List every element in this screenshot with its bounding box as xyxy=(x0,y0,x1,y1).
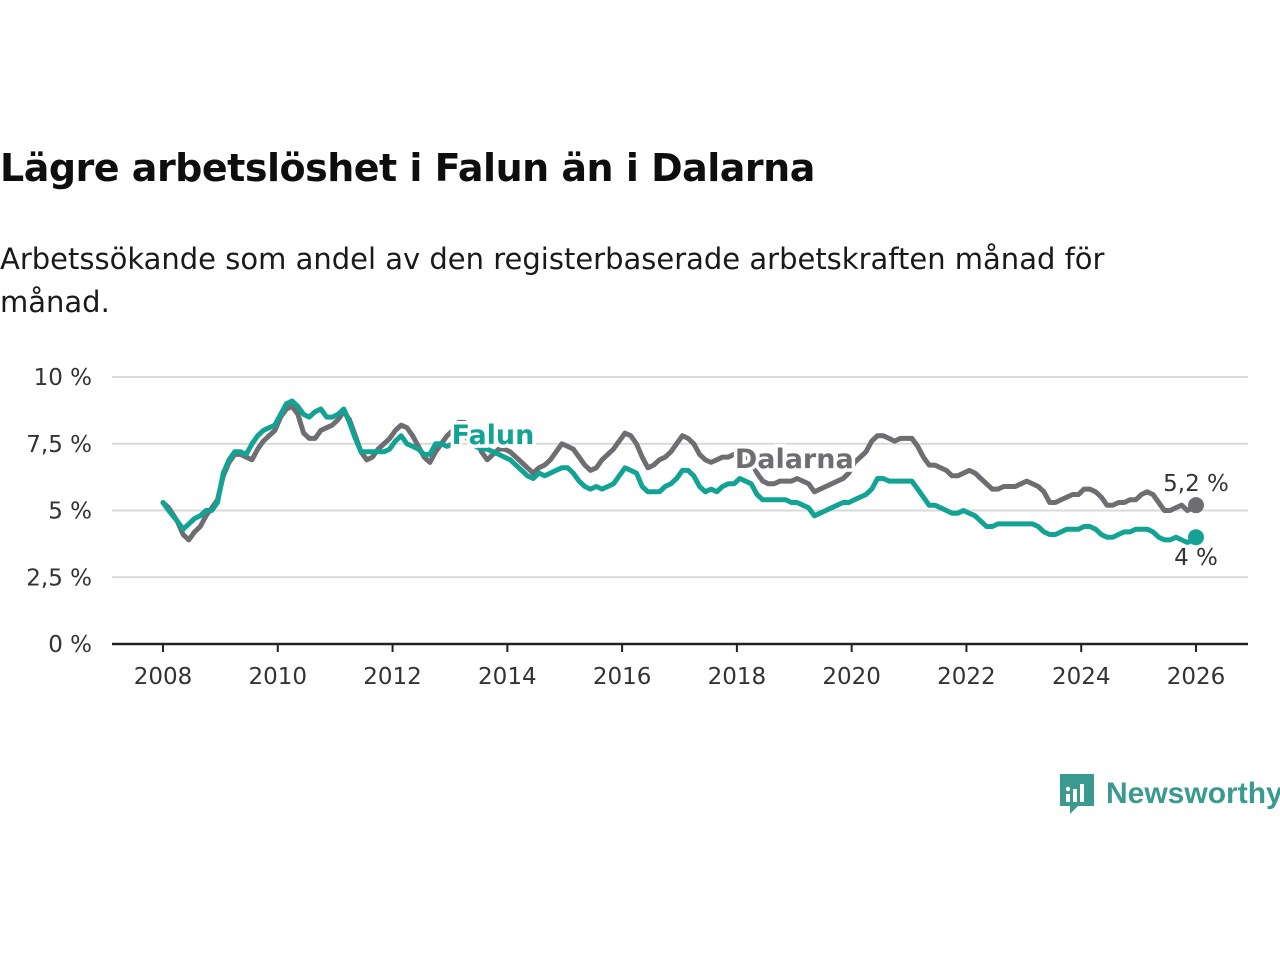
x-tick-label: 2016 xyxy=(593,664,652,690)
series-line-falun xyxy=(160,398,1199,545)
x-axis: 2008 2010 2012 2014 2016 2018 2020 2022 2024 2026 xyxy=(112,642,1248,690)
labels: 5,2 % 4 % Falun Dalarna xyxy=(448,416,1229,571)
x-tick-label: 2022 xyxy=(937,664,996,690)
series-label-dalarna: Dalarna xyxy=(735,444,854,475)
y-tick-label: 2,5 % xyxy=(26,565,92,591)
x-tick-label: 2018 xyxy=(708,664,767,690)
x-tick-label: 2026 xyxy=(1167,664,1226,690)
page-subtitle: Arbetssökande som andel av den registerb… xyxy=(0,242,1105,319)
series-lines xyxy=(160,398,1204,546)
x-tick-label: 2010 xyxy=(249,664,308,690)
y-tick-label: 0 % xyxy=(48,632,92,658)
end-dot-falun xyxy=(1188,529,1204,546)
y-tick-label: 5 % xyxy=(48,499,92,525)
x-tick-label: 2020 xyxy=(822,664,881,690)
end-label-dalarna: 5,2 % xyxy=(1163,471,1229,497)
x-tick-label: 2014 xyxy=(478,664,537,690)
page-title: Lägre arbetslöshet i Falun än i Dalarna xyxy=(0,146,815,190)
series-label-falun: Falun xyxy=(452,420,535,451)
x-tick-label: 2008 xyxy=(134,664,193,690)
newsworthy-logo-icon xyxy=(1060,774,1094,814)
x-tick-label: 2012 xyxy=(363,664,422,690)
x-tick-label: 2024 xyxy=(1052,664,1111,690)
line-chart: 0 % 2,5 % 5 % 7,5 % 10 % 2008 2010 2012 2014 201… xyxy=(26,365,1248,690)
y-tick-label: 10 % xyxy=(34,365,92,391)
brand: Newsworthy xyxy=(1058,772,1280,816)
y-tick-label: 7,5 % xyxy=(26,432,92,458)
brand-name: Newsworthy xyxy=(1106,777,1280,810)
gridlines: 0 % 2,5 % 5 % 7,5 % 10 % xyxy=(26,365,1248,658)
end-label-falun: 4 % xyxy=(1174,545,1218,571)
series-line-dalarna xyxy=(160,403,1199,543)
end-dot-dalarna xyxy=(1188,497,1204,514)
